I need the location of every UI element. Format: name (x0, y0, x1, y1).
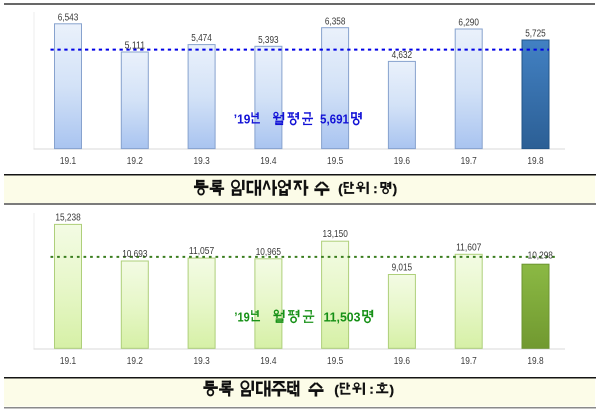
svg-text::: : (369, 382, 373, 397)
svg-text:19.5: 19.5 (327, 356, 344, 367)
svg-text:5,111: 5,111 (125, 41, 146, 52)
svg-text:5,691: 5,691 (320, 112, 349, 127)
svg-text:19.2: 19.2 (127, 156, 144, 167)
svg-text:19.6: 19.6 (394, 156, 411, 167)
svg-text:19.6: 19.6 (394, 356, 411, 367)
svg-text:19.1: 19.1 (60, 156, 77, 167)
svg-text:11,607: 11,607 (456, 242, 482, 253)
svg-text:(: ( (338, 182, 343, 197)
svg-text:6,358: 6,358 (325, 16, 346, 27)
svg-text:19.2: 19.2 (127, 356, 144, 367)
svg-text::: : (373, 181, 377, 196)
svg-text:19.5: 19.5 (327, 156, 344, 167)
svg-text:19.3: 19.3 (194, 356, 211, 367)
svg-text:11,503: 11,503 (324, 309, 361, 324)
svg-text:13,150: 13,150 (323, 229, 349, 240)
svg-text:10,693: 10,693 (122, 249, 148, 260)
svg-text:’19: ’19 (234, 309, 249, 324)
svg-text:11,057: 11,057 (189, 246, 215, 257)
svg-text:5,393: 5,393 (258, 35, 279, 46)
svg-text:5,725: 5,725 (525, 29, 546, 40)
svg-text:): ) (393, 182, 397, 197)
svg-text:5,474: 5,474 (191, 33, 212, 44)
svg-text:19.8: 19.8 (527, 156, 544, 167)
svg-text:19.3: 19.3 (194, 156, 211, 167)
svg-text:15,238: 15,238 (55, 212, 81, 223)
svg-text:19.4: 19.4 (260, 156, 277, 167)
svg-text:19.7: 19.7 (461, 356, 478, 367)
svg-text:6,290: 6,290 (458, 18, 479, 29)
svg-text:10,298: 10,298 (528, 251, 554, 262)
svg-text:6,543: 6,543 (58, 12, 79, 23)
svg-text:19.1: 19.1 (60, 356, 77, 367)
svg-text:4,632: 4,632 (392, 50, 413, 61)
svg-text:19.8: 19.8 (527, 356, 544, 367)
svg-text:10,965: 10,965 (256, 247, 282, 258)
svg-text:19.4: 19.4 (260, 356, 277, 367)
svg-text:(: ( (334, 382, 339, 397)
svg-text:9,015: 9,015 (392, 263, 413, 274)
svg-text:’19: ’19 (234, 112, 251, 127)
svg-text:19.7: 19.7 (461, 156, 478, 167)
svg-text:): ) (390, 382, 394, 397)
